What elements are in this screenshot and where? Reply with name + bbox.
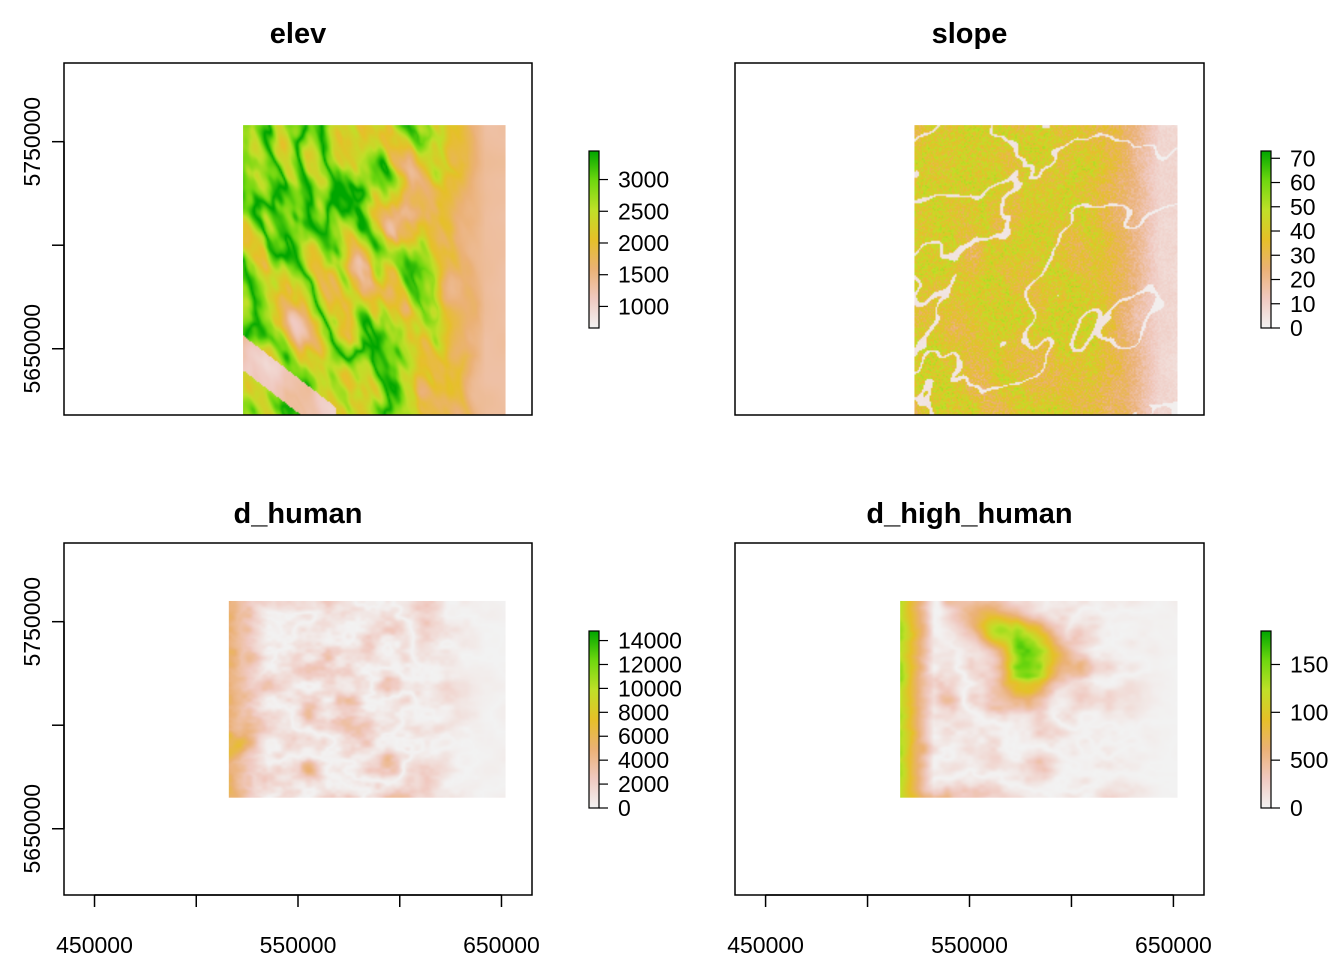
raster-image (228, 600, 506, 798)
legend-tick-label: 0 (1290, 315, 1303, 341)
x-tick-label: 650000 (463, 932, 540, 958)
legend-tick-label: 10 (1290, 291, 1316, 317)
legend-colorbar (588, 630, 600, 809)
legend-colorbar (1260, 630, 1272, 809)
x-tick-label: 450000 (56, 932, 133, 958)
legend-colorbar (588, 150, 600, 329)
raster-image (243, 125, 506, 415)
legend-tick-label: 10000 (618, 675, 682, 701)
legend-tick-label: 2500 (618, 198, 669, 224)
color-legend: 1000 1500 2000 2500 3000 (588, 150, 669, 329)
legend-tick-label: 1500 (618, 262, 669, 288)
legend-tick-label: 4000 (618, 747, 669, 773)
panel-title: d_high_human (866, 498, 1072, 530)
color-legend: 0 500 100 150 (1260, 630, 1328, 821)
legend-tick-label: 40 (1290, 218, 1316, 244)
legend-tick-label: 2000 (618, 771, 669, 797)
legend-tick-label: 100 (1290, 699, 1328, 725)
panel-title: d_human (234, 498, 363, 530)
plot-frame (734, 62, 1205, 416)
legend-tick-label: 30 (1290, 242, 1316, 268)
legend-tick-label: 70 (1290, 145, 1316, 171)
map-panel-elev: elev 5650000 5750000 1000 1500 2000 2500 3000 (19, 18, 669, 416)
panel-title: slope (932, 18, 1008, 50)
legend-tick-label: 2000 (618, 230, 669, 256)
legend-tick-label: 6000 (618, 723, 669, 749)
x-tick-label: 650000 (1135, 932, 1212, 958)
raster-image (900, 600, 1178, 798)
map-panel-d_high_human: d_high_human 450000 550000 650000 0 500 100 150 (727, 498, 1328, 958)
legend-tick-label: 500 (1290, 747, 1328, 773)
legend-tick-label: 14000 (618, 628, 682, 654)
legend-tick-label: 50 (1290, 194, 1316, 220)
legend-tick-label: 0 (1290, 795, 1303, 821)
panel-title: elev (270, 18, 326, 50)
legend-tick-label: 3000 (618, 167, 669, 193)
y-tick-label: 5650000 (19, 304, 45, 394)
legend-tick-label: 0 (618, 795, 631, 821)
legend-tick-label: 20 (1290, 267, 1316, 293)
y-tick-label: 5750000 (19, 97, 45, 187)
x-tick-label: 550000 (931, 932, 1008, 958)
legend-tick-label: 150 (1290, 651, 1328, 677)
y-tick-label: 5750000 (19, 577, 45, 667)
y-tick-label: 5650000 (19, 784, 45, 874)
x-tick-label: 550000 (260, 932, 337, 958)
legend-tick-label: 8000 (618, 699, 669, 725)
legend-tick-label: 1000 (618, 293, 669, 319)
x-tick-label: 450000 (727, 932, 804, 958)
map-panel-d_human: d_human 5650000 5750000 450000 550000 650000 0… (19, 498, 682, 958)
legend-tick-label: 60 (1290, 170, 1316, 196)
legend-tick-label: 12000 (618, 651, 682, 677)
legend-colorbar (1260, 150, 1272, 329)
raster-image (914, 125, 1178, 415)
